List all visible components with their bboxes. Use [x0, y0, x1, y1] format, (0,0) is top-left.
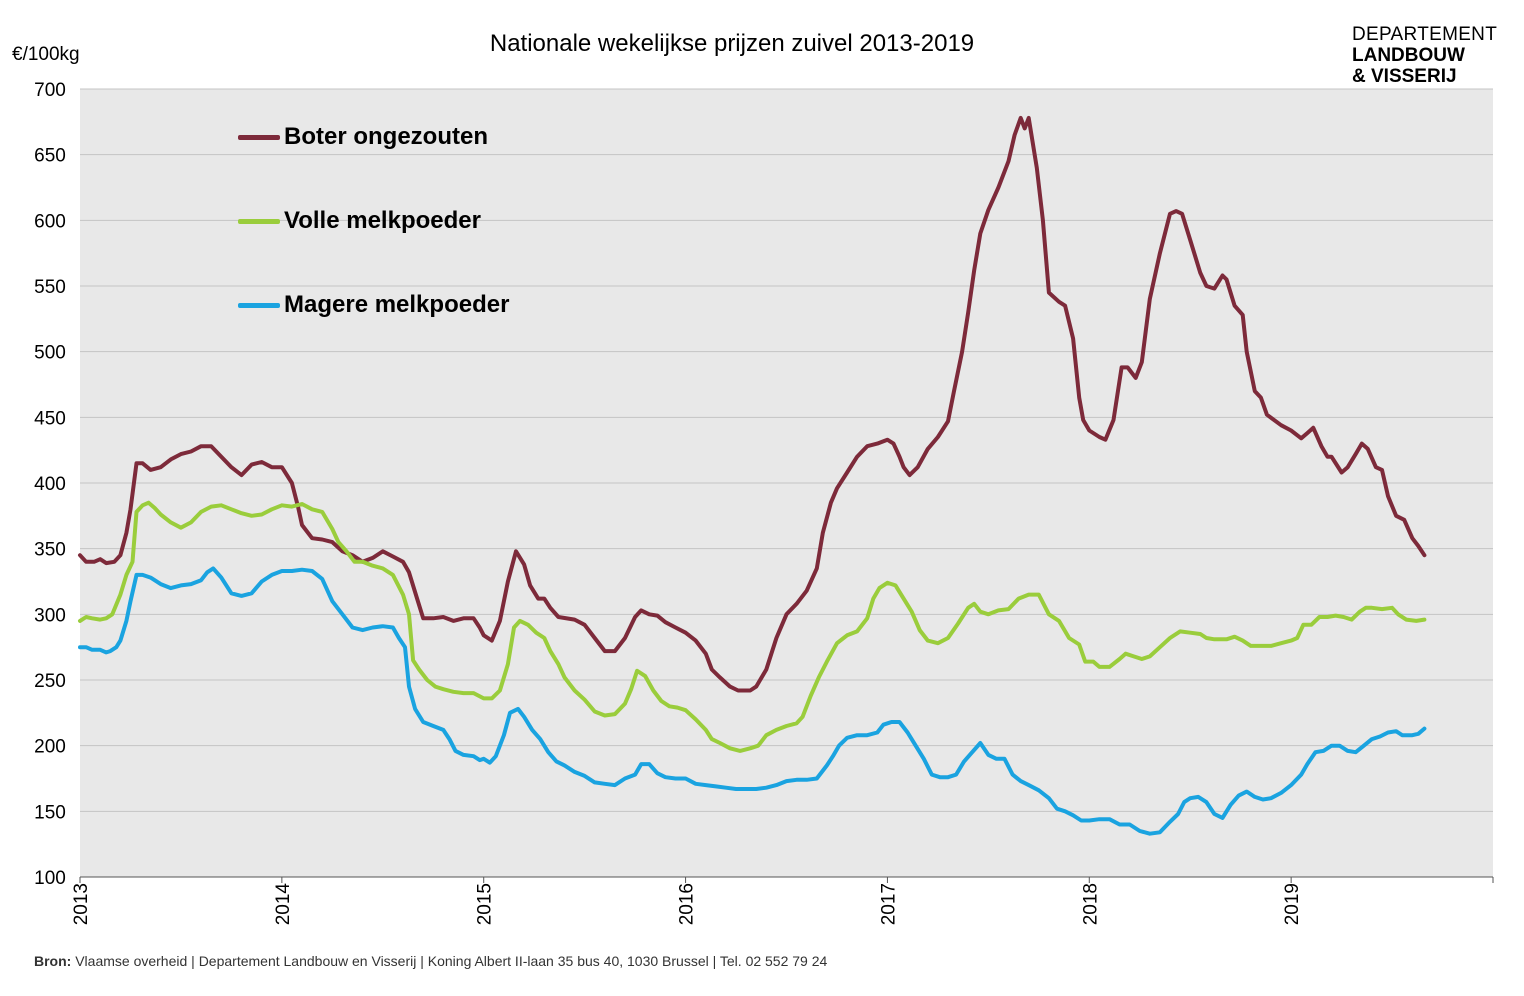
series-line-magere-melkpoeder: [78, 566, 1427, 836]
x-tick-label: 2018: [1080, 883, 1101, 925]
series-line-volle-melkpoeder: [78, 500, 1427, 753]
logo-line-3: & VISSERIJ: [1352, 66, 1457, 87]
y-axis-unit: €/100kg: [12, 44, 80, 65]
y-tick-label: 700: [34, 80, 66, 101]
y-tick-label: 600: [34, 211, 66, 232]
logo-line-1: DEPARTEMENT: [1352, 24, 1498, 45]
y-tick-label: 200: [34, 737, 66, 758]
source-text: Vlaamse overheid | Departement Landbouw …: [71, 953, 828, 969]
series-line-boter-ongezouten: [78, 115, 1427, 693]
legend-label-boter: Boter ongezouten: [284, 123, 488, 150]
legend-label-volle: Volle melkpoeder: [284, 207, 481, 234]
y-tick-label: 400: [34, 474, 66, 495]
y-tick-label: 500: [34, 343, 66, 364]
x-axis: 2013 2014 2015 2016 2017 2018 2019: [71, 876, 1494, 926]
x-tick-label: 2015: [475, 883, 496, 925]
y-tick-label: 650: [34, 146, 66, 167]
department-logo: DEPARTEMENT LANDBOUW & VISSERIJ: [1352, 24, 1497, 87]
x-tick-label: 2013: [71, 883, 92, 925]
x-tick-label: 2014: [273, 883, 294, 926]
x-tick-label: 2017: [878, 883, 899, 925]
y-axis-ticks: 100 150 200 250 300 350 400 450 500 550 600 650 700: [34, 80, 66, 889]
y-tick-label: 550: [34, 277, 66, 298]
legend-item-boter: Boter ongezouten: [238, 122, 488, 152]
y-tick-label: 300: [34, 605, 66, 626]
y-tick-label: 350: [34, 540, 66, 561]
y-tick-label: 450: [34, 408, 66, 429]
y-tick-label: 100: [34, 868, 66, 889]
source-note: Bron: Vlaamse overheid | Departement Lan…: [34, 953, 827, 969]
legend-item-magere: Magere melkpoeder: [238, 290, 509, 320]
legend-item-volle: Volle melkpoeder: [238, 206, 481, 236]
x-tick-label: 2016: [677, 883, 698, 925]
legend-swatch-magere: [238, 302, 280, 308]
source-label: Bron:: [34, 953, 72, 969]
y-tick-label: 250: [34, 671, 66, 692]
legend-swatch-volle: [238, 218, 280, 224]
y-tick-label: 150: [34, 802, 66, 823]
logo-line-2: LANDBOUW: [1352, 45, 1465, 66]
series-lines: [78, 115, 1427, 836]
gridlines: [80, 88, 1493, 812]
chart-title: Nationale wekelijkse prijzen zuivel 2013…: [489, 30, 975, 57]
x-tick-label: 2019: [1282, 883, 1303, 925]
legend-swatch-boter: [238, 134, 280, 140]
legend-label-magere: Magere melkpoeder: [284, 291, 510, 318]
